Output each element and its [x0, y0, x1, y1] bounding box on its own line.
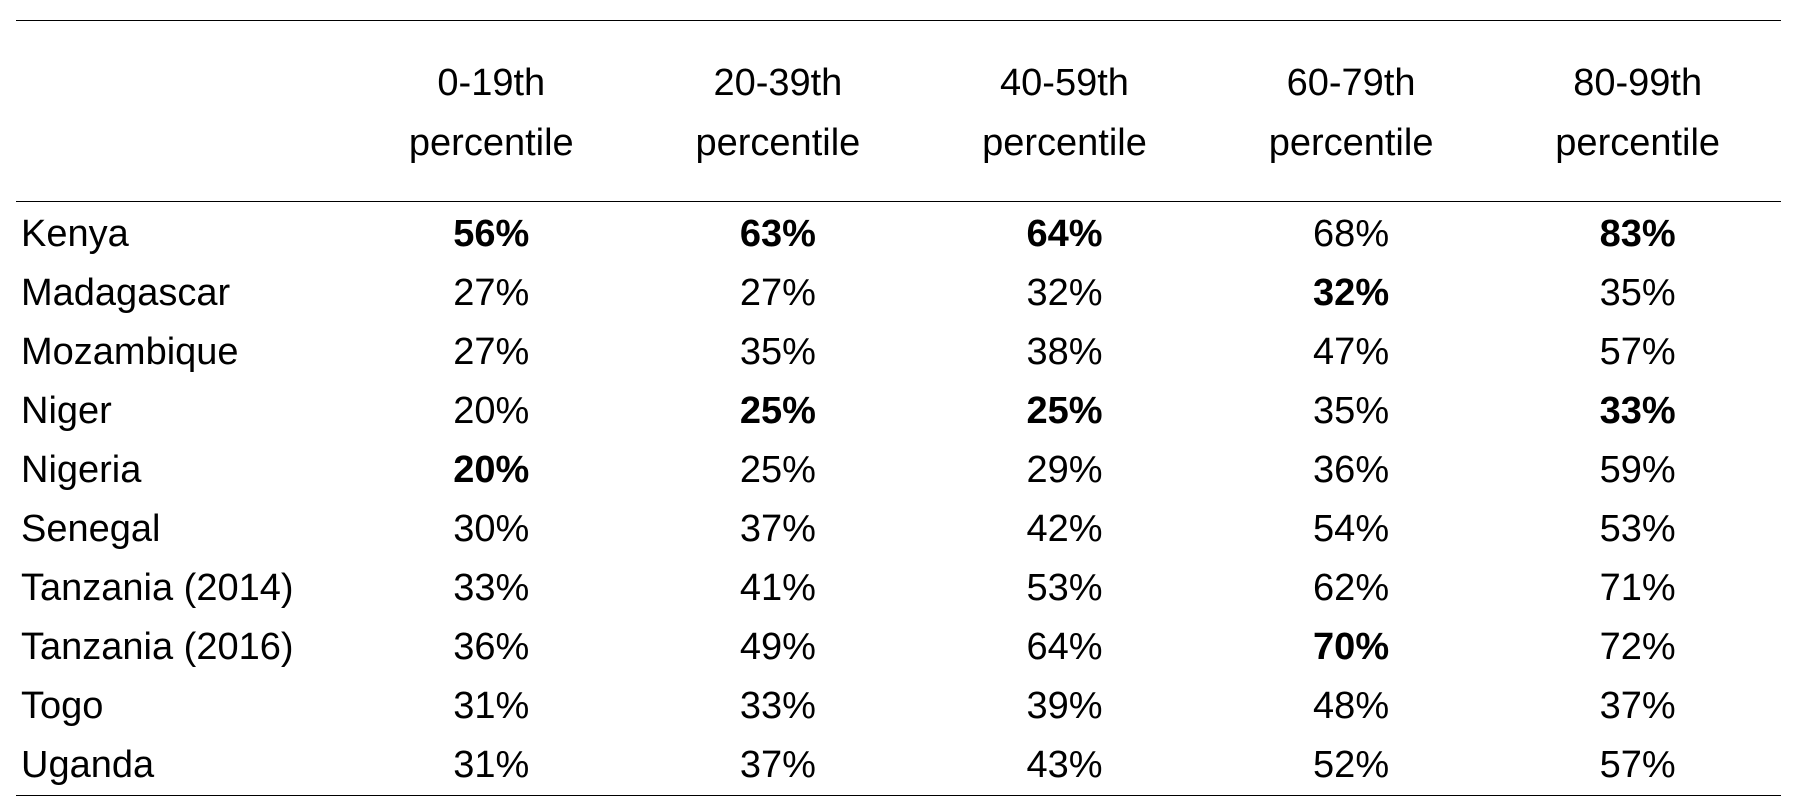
- value-cell: 37%: [1599, 685, 1676, 727]
- value-cell: 59%: [1599, 449, 1676, 491]
- value-cell: 47%: [1313, 331, 1390, 373]
- value-cell: 35%: [739, 331, 816, 373]
- country-cell: Tanzania (2016): [21, 626, 294, 668]
- value-cell: 43%: [1026, 744, 1103, 786]
- value-cell: 33%: [1599, 390, 1676, 432]
- table-header: 0-19th percentile 20-39th percentile 40-…: [16, 20, 1781, 202]
- table-row: Mozambique 27% 35% 38% 47% 57%: [16, 323, 1781, 382]
- value-cell: 41%: [739, 567, 816, 609]
- country-cell: Togo: [21, 685, 104, 727]
- country-cell: Kenya: [21, 213, 129, 255]
- country-cell: Niger: [21, 390, 112, 432]
- value-cell: 72%: [1599, 626, 1676, 668]
- value-cell: 62%: [1313, 567, 1390, 609]
- value-cell: 38%: [1026, 331, 1103, 373]
- value-cell: 25%: [1026, 390, 1103, 432]
- header-row: 0-19th percentile 20-39th percentile 40-…: [16, 20, 1781, 202]
- table-row: Nigeria 20% 25% 29% 36% 59%: [16, 441, 1781, 500]
- value-cell: 29%: [1026, 449, 1103, 491]
- header-label-line1: 80-99th: [1573, 62, 1703, 104]
- percentile-table: 0-19th percentile 20-39th percentile 40-…: [16, 20, 1781, 796]
- country-cell: Mozambique: [21, 331, 239, 373]
- country-cell: Tanzania (2014): [21, 567, 294, 609]
- value-cell: 36%: [453, 626, 530, 668]
- table-row: Togo 31% 33% 39% 48% 37%: [16, 677, 1781, 736]
- value-cell: 63%: [739, 213, 816, 255]
- header-label-line2: percentile: [1555, 122, 1721, 164]
- header-label-line2: percentile: [408, 122, 574, 164]
- value-cell: 64%: [1026, 626, 1103, 668]
- value-cell: 83%: [1599, 213, 1676, 255]
- value-cell: 27%: [739, 272, 816, 314]
- header-label-line2: percentile: [982, 122, 1147, 164]
- value-cell: 39%: [1026, 685, 1103, 727]
- percentile-table-container: 0-19th percentile 20-39th percentile 40-…: [16, 20, 1781, 796]
- value-cell: 64%: [1026, 213, 1103, 255]
- value-cell: 36%: [1313, 449, 1390, 491]
- country-cell: Senegal: [21, 508, 161, 550]
- value-cell: 42%: [1026, 508, 1103, 550]
- value-cell: 54%: [1313, 508, 1390, 550]
- header-cell-40-59: 40-59th percentile: [921, 21, 1208, 202]
- value-cell: 35%: [1599, 272, 1676, 314]
- value-cell: 71%: [1599, 567, 1676, 609]
- value-cell: 31%: [453, 685, 530, 727]
- table-row: Madagascar 27% 27% 32% 32% 35%: [16, 264, 1781, 323]
- value-cell: 32%: [1313, 272, 1390, 314]
- header-cell-60-79: 60-79th percentile: [1208, 21, 1495, 202]
- value-cell: 57%: [1599, 331, 1676, 373]
- country-cell: Madagascar: [21, 272, 231, 314]
- value-cell: 35%: [1313, 390, 1390, 432]
- table-row: Kenya 56% 63% 64% 68% 83%: [16, 202, 1781, 265]
- value-cell: 27%: [453, 272, 530, 314]
- header-cell-country: [16, 21, 348, 202]
- header-cell-0-19: 0-19th percentile: [348, 21, 635, 202]
- table-row: Senegal 30% 37% 42% 54% 53%: [16, 500, 1781, 559]
- table-body: Kenya 56% 63% 64% 68% 83% Madagascar 27%…: [16, 202, 1781, 796]
- value-cell: 49%: [739, 626, 816, 668]
- value-cell: 56%: [453, 213, 530, 255]
- value-cell: 53%: [1599, 508, 1676, 550]
- value-cell: 27%: [453, 331, 530, 373]
- header-label-line1: 0-19th: [437, 62, 546, 104]
- header-label-line1: 20-39th: [713, 62, 843, 104]
- table-row: Tanzania (2016) 36% 49% 64% 70% 72%: [16, 618, 1781, 677]
- value-cell: 70%: [1313, 626, 1390, 668]
- value-cell: 31%: [453, 744, 530, 786]
- value-cell: 33%: [739, 685, 816, 727]
- table-row: Tanzania (2014) 33% 41% 53% 62% 71%: [16, 559, 1781, 618]
- header-label-line2: percentile: [695, 122, 861, 164]
- value-cell: 30%: [453, 508, 530, 550]
- value-cell: 37%: [739, 744, 816, 786]
- value-cell: 37%: [739, 508, 816, 550]
- country-cell: Uganda: [21, 744, 155, 786]
- header-label-line2: percentile: [1268, 122, 1434, 164]
- country-cell: Nigeria: [21, 449, 142, 491]
- value-cell: 20%: [453, 390, 530, 432]
- header-label-line1: 60-79th: [1286, 62, 1416, 104]
- header-cell-80-99: 80-99th percentile: [1494, 21, 1781, 202]
- value-cell: 32%: [1026, 272, 1103, 314]
- header-cell-20-39: 20-39th percentile: [635, 21, 922, 202]
- value-cell: 52%: [1313, 744, 1390, 786]
- header-label-line1: 40-59th: [1000, 62, 1129, 104]
- value-cell: 33%: [453, 567, 530, 609]
- table-row: Uganda 31% 37% 43% 52% 57%: [16, 736, 1781, 796]
- table-row: Niger 20% 25% 25% 35% 33%: [16, 382, 1781, 441]
- value-cell: 25%: [739, 449, 816, 491]
- value-cell: 20%: [453, 449, 530, 491]
- value-cell: 48%: [1313, 685, 1390, 727]
- value-cell: 25%: [739, 390, 816, 432]
- value-cell: 53%: [1026, 567, 1103, 609]
- value-cell: 68%: [1313, 213, 1390, 255]
- value-cell: 57%: [1599, 744, 1676, 786]
